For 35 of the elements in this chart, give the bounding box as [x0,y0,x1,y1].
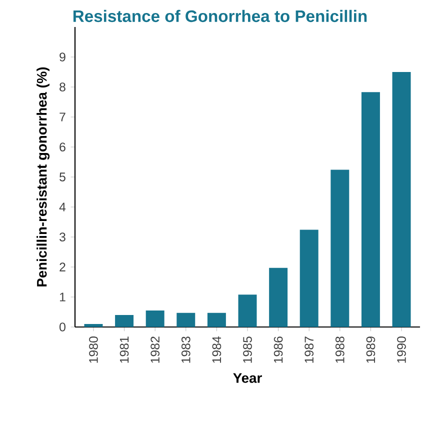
bar [84,324,103,327]
x-tick-label: 1981 [120,336,129,363]
x-tick-label: 1986 [274,336,283,363]
x-tick-label: 1989 [366,336,376,363]
y-tick-label: 1 [60,292,66,302]
y-tick-label: 5 [60,172,66,182]
chart-title: Resistance of Gonorrhea to Penicillin [73,10,367,22]
y-tick-label: 0 [60,322,66,332]
x-tick-label: 1990 [397,336,406,363]
x-tick-label: 1988 [336,336,344,363]
bar [361,92,380,327]
bar [269,268,288,327]
x-tick-label: 1983 [181,336,190,363]
bar [238,294,257,327]
x-tick-label: 1987 [304,336,314,363]
bar [176,312,196,327]
y-tick-label: 7 [60,112,66,122]
bar [392,72,411,327]
x-tick-label: 1982 [150,336,160,363]
x-axis-title: Year [233,373,262,383]
y-tick-label: 9 [60,52,66,62]
y-tick-label: 8 [60,82,66,92]
bar [115,315,134,327]
x-tick-label: 1984 [212,336,222,363]
bar [300,230,318,327]
y-tick-label: 2 [60,262,66,272]
x-tick-label: 1985 [243,336,252,363]
bar [146,310,164,327]
y-tick-label: 4 [59,202,66,212]
x-tick-label: 1980 [89,336,98,363]
y-tick-label: 6 [60,142,66,152]
bar [207,312,226,327]
bar [330,170,350,327]
y-axis-title: Penicillin-resistant gonorrhea (%) [36,67,50,286]
y-tick-label: 3 [60,232,66,242]
